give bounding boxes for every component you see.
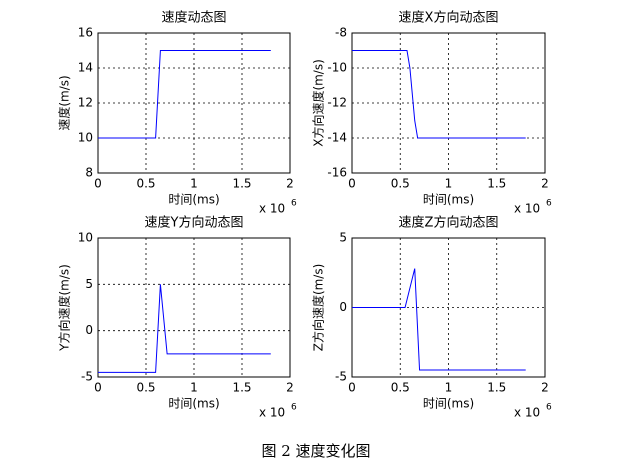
x-tick-label: 0.5 xyxy=(391,177,410,191)
x-multiplier-exponent: 6 xyxy=(291,199,297,209)
subplot-title: 速度动态图 xyxy=(161,10,226,26)
x-multiplier: x 10 xyxy=(259,406,285,420)
y-axis-label: 速度(m/s) xyxy=(57,75,72,130)
x-tick-label: 2 xyxy=(541,381,549,395)
x-tick-label: 0 xyxy=(94,381,102,395)
x-tick-label: 2 xyxy=(286,177,294,191)
y-axis-label: Y方向速度(m/s) xyxy=(57,264,72,352)
y-tick-label: 0 xyxy=(339,300,347,314)
x-tick-label: 1.5 xyxy=(232,381,251,395)
y-axis-label: X方向速度(m/s) xyxy=(311,59,326,147)
x-tick-label: 1.5 xyxy=(232,177,251,191)
data-line xyxy=(98,50,271,139)
x-tick-label: 1 xyxy=(445,177,453,191)
x-tick-label: 0 xyxy=(348,381,356,395)
y-tick-label: 10 xyxy=(78,231,93,245)
axes-box xyxy=(351,32,546,174)
subplot: 0 0.5 1 1.5 2-50510速度Y方向动态图时间(ms)Y方向速度(m/s)x… xyxy=(57,215,298,420)
x-tick-label: 0 xyxy=(94,177,102,191)
x-tick-label: 0 xyxy=(348,177,356,191)
subplot-title: 速度Y方向动态图 xyxy=(145,215,244,231)
y-tick-label: 16 xyxy=(78,26,93,40)
y-tick-label: 5 xyxy=(339,231,347,245)
x-tick-label: 1 xyxy=(445,381,453,395)
x-tick-label: 2 xyxy=(286,381,294,395)
x-axis-label: 时间(ms) xyxy=(168,397,219,411)
x-multiplier: x 10 xyxy=(514,202,540,216)
x-tick-label: 1.5 xyxy=(487,177,506,191)
x-tick-label: 0.5 xyxy=(136,177,155,191)
y-axis-label: Z方向速度(m/s) xyxy=(311,264,326,352)
x-multiplier: x 10 xyxy=(514,406,540,420)
axes-box xyxy=(97,237,291,378)
subplot-title: 速度Z方向动态图 xyxy=(399,215,499,231)
subplot-title: 速度X方向动态图 xyxy=(399,10,499,26)
x-multiplier-exponent: 6 xyxy=(291,403,297,413)
axes-box xyxy=(97,32,291,174)
x-tick-label: 1 xyxy=(190,381,198,395)
y-tick-label: -10 xyxy=(327,61,347,75)
x-tick-label: 1 xyxy=(190,177,198,191)
y-tick-label: -12 xyxy=(327,96,347,110)
y-tick-label: 5 xyxy=(85,277,93,291)
x-tick-label: 2 xyxy=(541,177,549,191)
x-multiplier-exponent: 6 xyxy=(546,199,552,209)
x-tick-label: 1.5 xyxy=(487,381,506,395)
y-tick-label: -16 xyxy=(327,166,347,180)
y-tick-label: -14 xyxy=(327,131,347,145)
data-line xyxy=(352,268,526,371)
x-multiplier: x 10 xyxy=(259,202,285,216)
y-tick-label: 14 xyxy=(78,61,93,75)
x-multiplier-exponent: 6 xyxy=(546,403,552,413)
x-tick-label: 0.5 xyxy=(391,381,410,395)
y-tick-label: -5 xyxy=(335,370,347,384)
x-axis-label: 时间(ms) xyxy=(168,193,219,207)
x-axis-label: 时间(ms) xyxy=(423,193,474,207)
data-line xyxy=(352,50,526,139)
y-tick-label: -5 xyxy=(81,370,93,384)
caption: 图 2 速度变化图 xyxy=(261,442,370,460)
y-tick-label: 8 xyxy=(85,166,93,180)
x-axis-label: 时间(ms) xyxy=(423,397,474,411)
y-tick-label: 12 xyxy=(78,96,93,110)
y-tick-label: 0 xyxy=(85,323,93,337)
y-tick-label: 10 xyxy=(78,131,93,145)
x-tick-label: 0.5 xyxy=(136,381,155,395)
data-line xyxy=(98,284,271,373)
y-tick-label: -8 xyxy=(335,26,347,40)
